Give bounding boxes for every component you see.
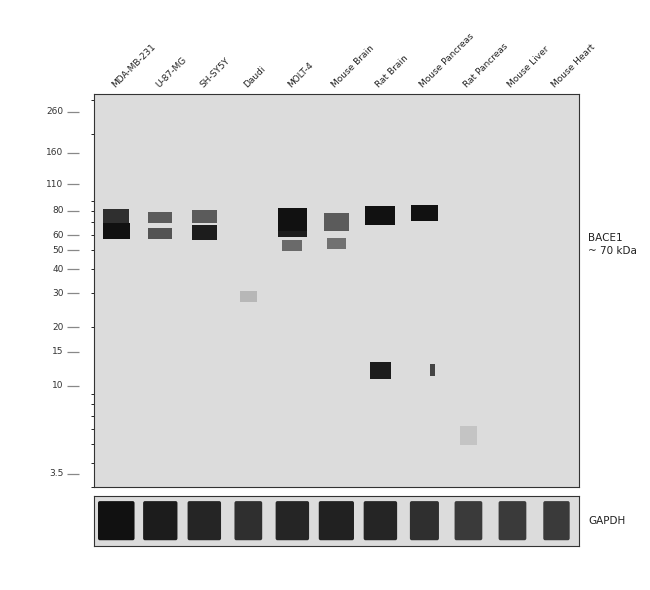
Text: Daudi: Daudi <box>242 64 267 89</box>
Bar <box>327 238 346 250</box>
Text: 80: 80 <box>52 206 64 215</box>
Text: GAPDH: GAPDH <box>588 516 625 526</box>
Bar <box>239 291 257 301</box>
FancyBboxPatch shape <box>454 501 482 540</box>
FancyBboxPatch shape <box>499 501 526 540</box>
Text: 260: 260 <box>46 107 64 116</box>
FancyBboxPatch shape <box>98 501 135 540</box>
Bar <box>411 205 437 221</box>
Bar <box>283 240 302 251</box>
Text: BACE1: BACE1 <box>588 232 623 242</box>
Text: 110: 110 <box>46 179 64 189</box>
Bar <box>370 362 391 379</box>
Text: 10: 10 <box>52 381 64 390</box>
FancyBboxPatch shape <box>143 501 177 540</box>
Bar <box>103 209 129 224</box>
Text: Mouse Pancreas: Mouse Pancreas <box>418 32 476 89</box>
Bar <box>192 225 217 240</box>
Text: SH-SY5Y: SH-SY5Y <box>198 56 231 89</box>
Text: 50: 50 <box>52 246 64 255</box>
FancyBboxPatch shape <box>276 501 309 540</box>
Text: 40: 40 <box>52 265 64 274</box>
Text: Mouse Liver: Mouse Liver <box>506 44 551 89</box>
Text: ~ 70 kDa: ~ 70 kDa <box>588 247 637 256</box>
Bar <box>103 223 130 239</box>
FancyBboxPatch shape <box>543 501 569 540</box>
Bar <box>278 208 307 231</box>
Text: Rat Brain: Rat Brain <box>374 54 410 89</box>
Text: 160: 160 <box>46 148 64 157</box>
FancyBboxPatch shape <box>188 501 221 540</box>
Bar <box>460 426 477 445</box>
Text: MOLT-4: MOLT-4 <box>286 61 315 89</box>
Text: Mouse Heart: Mouse Heart <box>550 42 597 89</box>
Text: MDA-MB-231: MDA-MB-231 <box>110 42 157 89</box>
Text: Mouse Brain: Mouse Brain <box>330 44 376 89</box>
Bar <box>324 214 349 231</box>
Bar <box>148 228 172 240</box>
Text: 30: 30 <box>52 289 64 298</box>
Text: 20: 20 <box>52 323 64 332</box>
FancyBboxPatch shape <box>410 501 439 540</box>
FancyBboxPatch shape <box>235 501 262 540</box>
Text: 3.5: 3.5 <box>49 469 64 478</box>
Bar <box>148 212 172 223</box>
Bar <box>192 210 216 222</box>
Text: U-87-MG: U-87-MG <box>154 55 188 89</box>
FancyBboxPatch shape <box>318 501 354 540</box>
Bar <box>278 222 307 237</box>
Text: 60: 60 <box>52 231 64 240</box>
FancyBboxPatch shape <box>363 501 397 540</box>
Text: 15: 15 <box>52 347 64 356</box>
Bar <box>365 205 395 225</box>
Text: Rat Pancreas: Rat Pancreas <box>462 42 510 89</box>
Bar <box>430 364 435 376</box>
